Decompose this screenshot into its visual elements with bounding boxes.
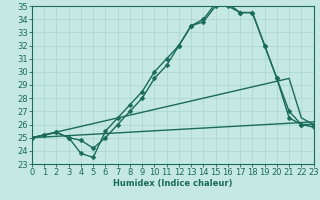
X-axis label: Humidex (Indice chaleur): Humidex (Indice chaleur) <box>113 179 233 188</box>
